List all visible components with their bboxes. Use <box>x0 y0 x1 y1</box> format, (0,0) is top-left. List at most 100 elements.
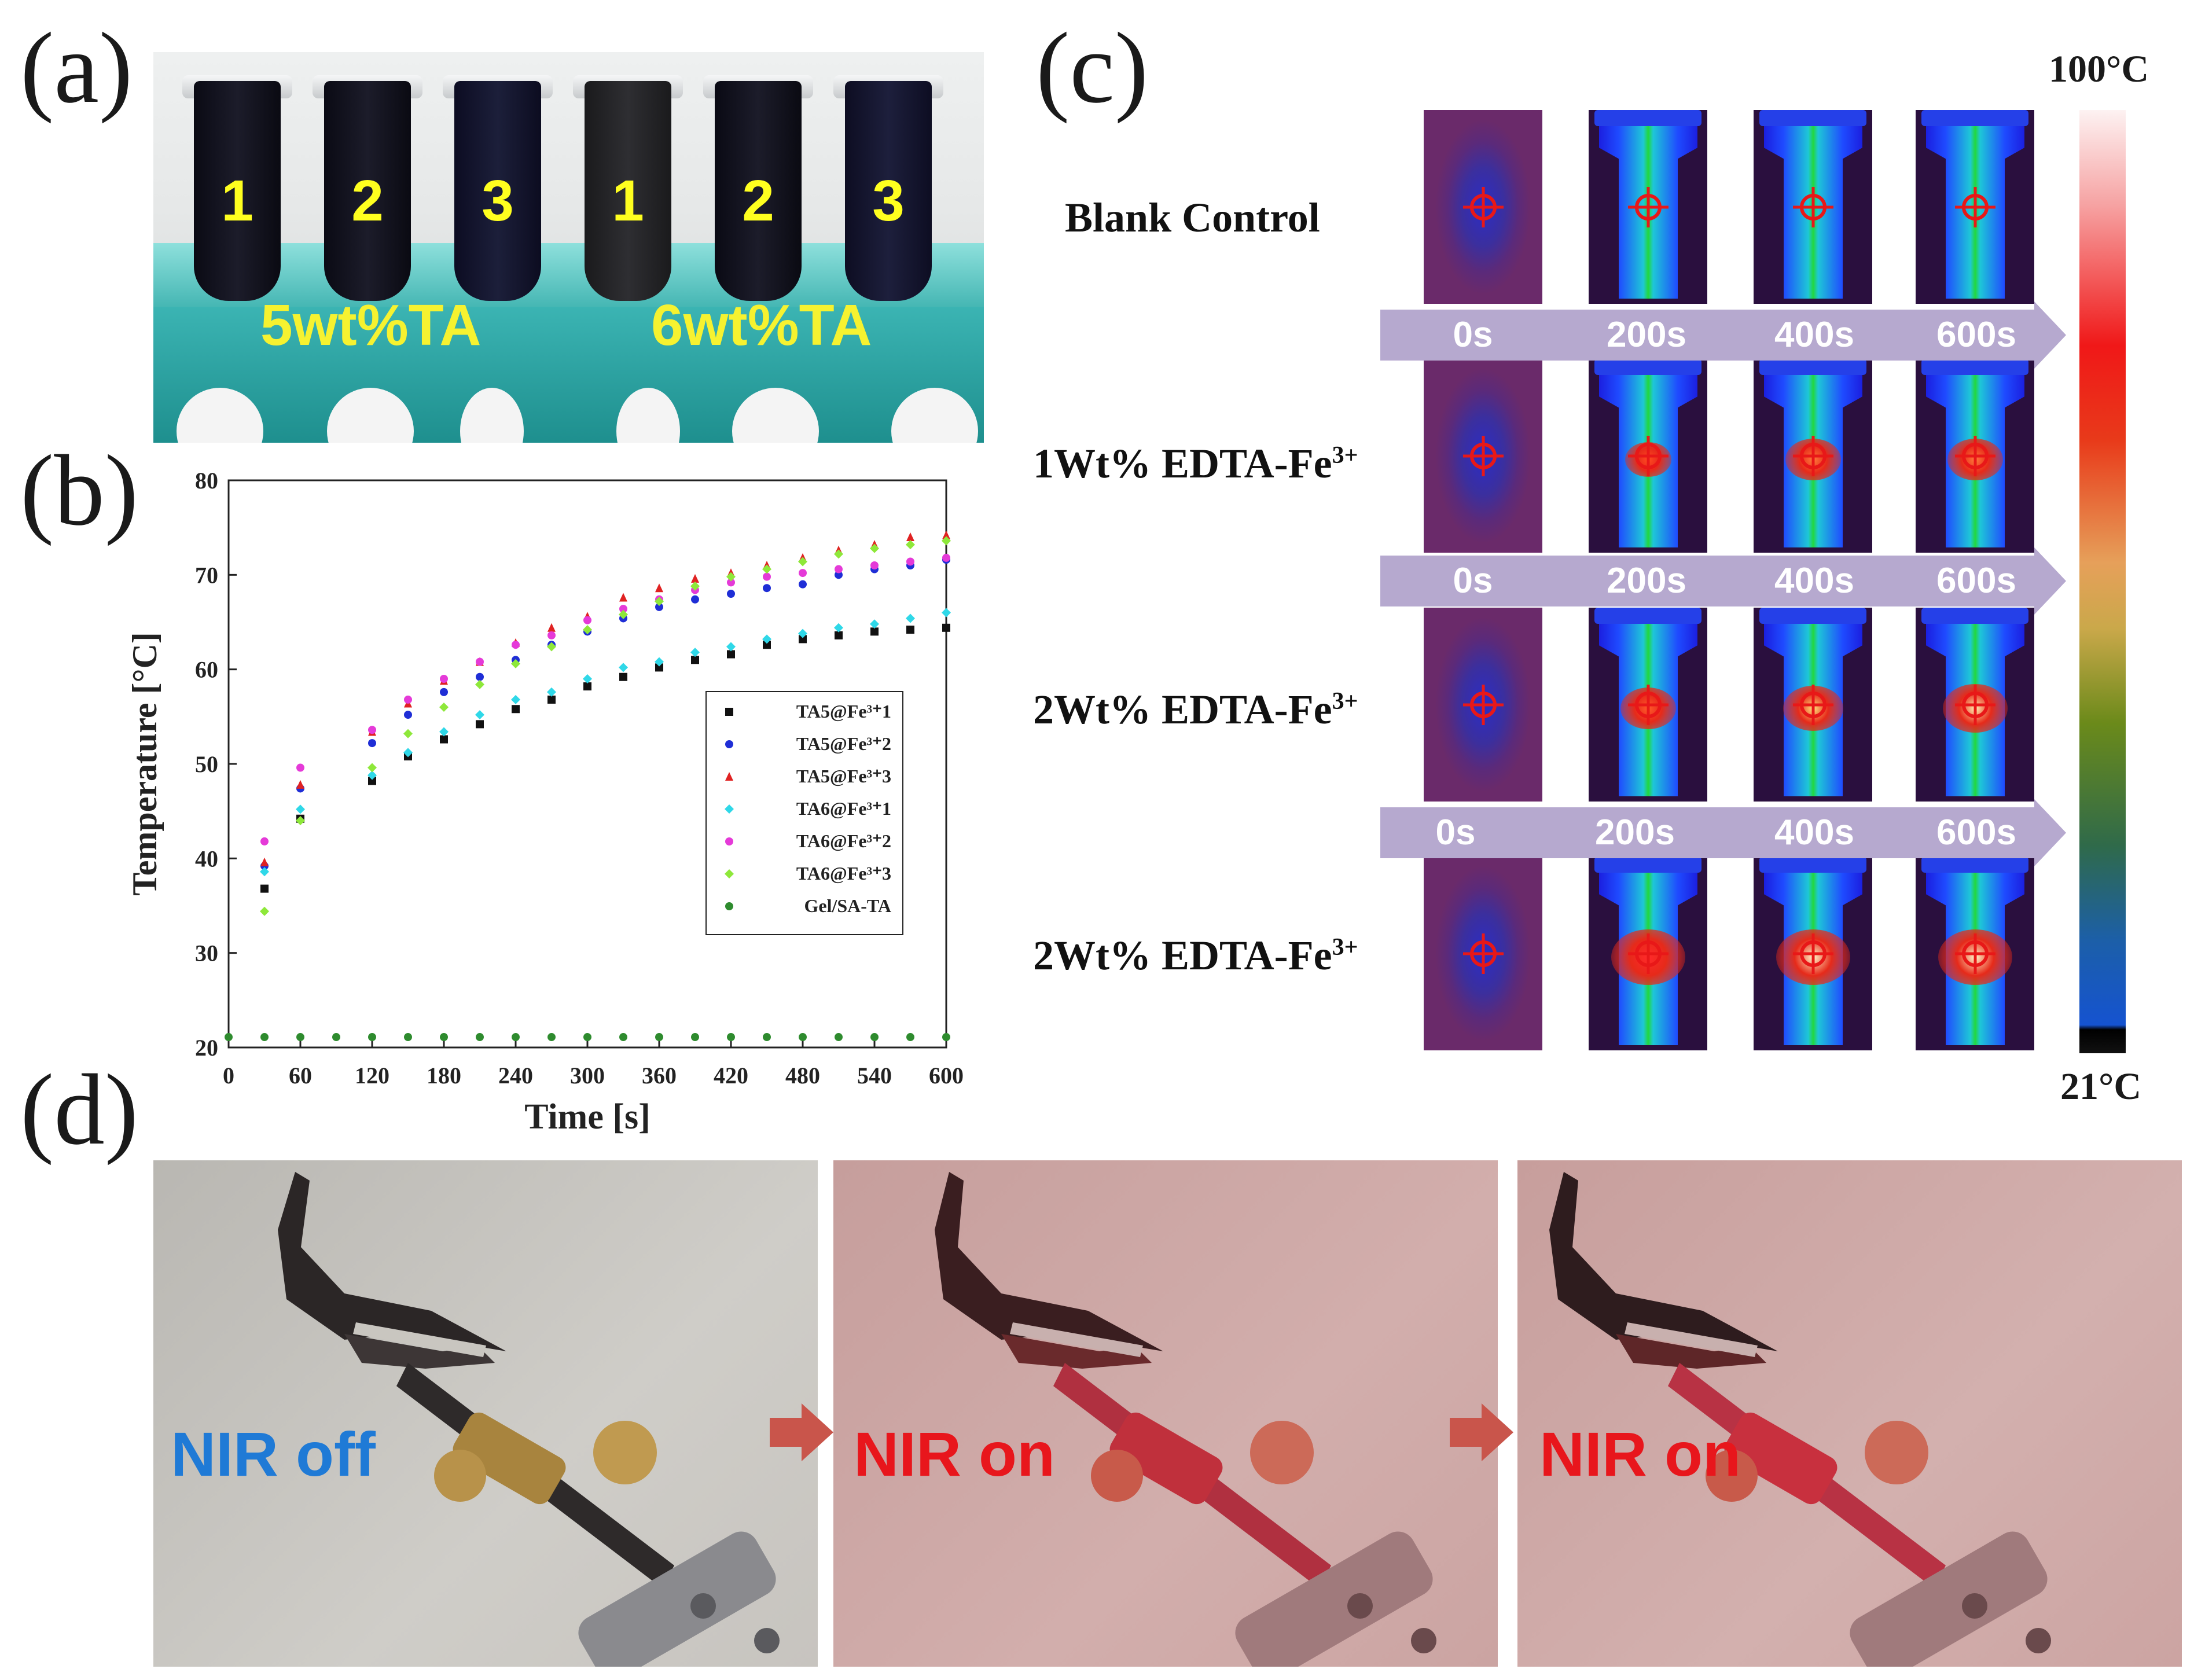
data-point <box>798 628 807 638</box>
thermal-image <box>1754 608 1872 802</box>
x-tick-label: 480 <box>785 1063 820 1089</box>
panel-label-a: (a) <box>20 12 133 124</box>
time-label: 600s <box>1936 315 2016 355</box>
arrow-right-icon <box>1450 1403 1513 1461</box>
y-tick-label: 30 <box>195 940 218 966</box>
x-tick-label: 360 <box>642 1063 677 1089</box>
data-point <box>547 642 556 652</box>
thermal-image <box>1424 608 1542 802</box>
data-point <box>547 623 556 632</box>
arrow-right-icon <box>770 1403 833 1461</box>
x-tick-label: 420 <box>714 1063 748 1089</box>
legend-label: TA6@Fe³⁺3 <box>796 863 891 884</box>
tube-number: 2 <box>742 168 774 233</box>
data-point <box>691 595 699 604</box>
data-point <box>296 816 305 825</box>
data-point <box>403 748 413 758</box>
sample-tube <box>194 81 281 301</box>
time-label: 200s <box>1607 561 1686 601</box>
y-axis-label: Temperature [°C] <box>126 632 164 896</box>
x-tick-label: 60 <box>289 1063 312 1089</box>
time-label: 600s <box>1936 813 2016 852</box>
data-point <box>942 1033 950 1042</box>
nir-on-label: NIR on <box>854 1419 1055 1489</box>
sample-tube <box>454 81 541 301</box>
crosshair-icon <box>1462 933 1504 974</box>
data-point <box>368 1033 376 1042</box>
crosshair-icon <box>1954 933 1995 974</box>
legend-label: TA6@Fe³⁺2 <box>796 830 891 851</box>
crosshair-icon <box>1792 933 1833 974</box>
data-point <box>691 1033 699 1042</box>
data-point <box>619 605 627 613</box>
thermal-image <box>1754 110 1872 304</box>
data-point <box>834 623 843 633</box>
tube-number: 3 <box>482 168 514 233</box>
thermal-image <box>1589 856 1707 1050</box>
sample-tube <box>715 81 802 301</box>
colorbar-min-label: 21°C <box>2060 1065 2142 1108</box>
data-point <box>332 1033 340 1042</box>
crosshair-icon <box>1954 684 1995 725</box>
data-point <box>440 688 448 696</box>
thermal-image <box>1754 856 1872 1050</box>
crosshair-icon <box>1627 186 1669 227</box>
legend-marker <box>725 740 733 748</box>
crosshair-icon <box>1954 186 1995 227</box>
data-point <box>655 583 663 593</box>
legend-marker <box>725 837 733 845</box>
data-point <box>403 729 413 738</box>
data-point <box>799 569 807 578</box>
tube-number: 2 <box>351 168 384 233</box>
time-arrow: 0s 200s 400s 600s <box>1380 302 2066 369</box>
time-label: 0s <box>1435 813 1476 852</box>
data-point <box>763 641 771 649</box>
data-point <box>583 616 591 624</box>
y-tick-label: 40 <box>195 845 218 872</box>
data-point <box>942 608 951 617</box>
temperature-chart: 0 60 120 180 240 300 360 420 480 540 600 20 30 40 50 60… <box>126 468 964 1137</box>
tube-number: 1 <box>221 168 253 233</box>
data-point <box>835 1033 843 1042</box>
data-point <box>368 770 377 780</box>
data-point <box>762 634 771 644</box>
time-arrow: 0s 200s 400s 600s <box>1380 799 2066 866</box>
data-point <box>762 564 771 574</box>
nir-off-label: NIR off <box>171 1419 376 1489</box>
legend-box <box>705 691 903 935</box>
data-point <box>476 1033 484 1042</box>
cup-rim <box>1759 110 1866 126</box>
data-point <box>726 572 736 582</box>
data-point <box>619 1033 627 1042</box>
colorbar-max-label: 100°C <box>2049 48 2149 90</box>
data-point <box>368 777 376 785</box>
thermal-image <box>1916 856 2034 1050</box>
x-tick-label: 180 <box>427 1063 461 1089</box>
data-point <box>476 720 484 729</box>
data-point <box>942 530 950 539</box>
data-point <box>440 675 448 683</box>
data-point <box>870 1033 879 1042</box>
panel-label-b: (b) <box>20 434 139 546</box>
data-point <box>942 536 951 546</box>
data-point <box>727 1033 735 1042</box>
cup-rim <box>1594 608 1701 624</box>
data-point <box>619 593 627 602</box>
alligator-clip-illustration <box>935 1172 1436 1667</box>
data-point <box>583 682 591 691</box>
sample-tube <box>324 81 411 301</box>
time-label: 0s <box>1453 561 1493 601</box>
data-point <box>655 602 663 611</box>
thermal-image <box>1916 110 2034 304</box>
data-point <box>727 650 735 659</box>
group-label-6wt: 6wt%TA <box>651 293 872 358</box>
legend-label: Gel/SA-TA <box>804 895 891 916</box>
data-point <box>511 659 520 668</box>
data-point <box>260 837 269 845</box>
row-label-sup: 3+ <box>1332 442 1358 469</box>
data-point <box>906 557 914 566</box>
x-tick-label: 120 <box>355 1063 389 1089</box>
data-point <box>512 641 520 649</box>
data-point <box>690 648 700 657</box>
data-point <box>906 540 915 550</box>
